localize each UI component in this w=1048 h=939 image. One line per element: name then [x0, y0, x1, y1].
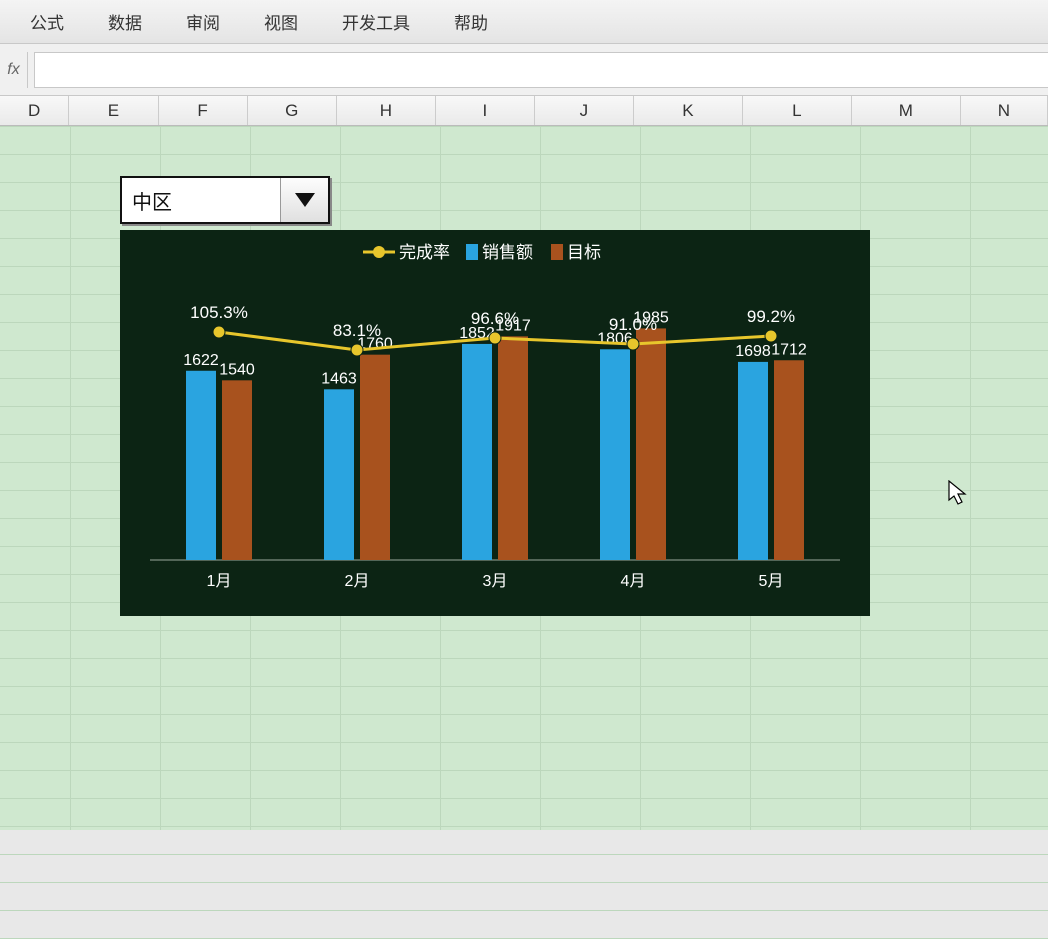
svg-text:5月: 5月: [759, 573, 784, 590]
region-dropdown-value: 中区: [122, 186, 280, 215]
svg-text:91.0%: 91.0%: [609, 315, 657, 334]
column-header-F[interactable]: F: [159, 96, 248, 125]
column-header-M[interactable]: M: [852, 96, 961, 125]
svg-text:1622: 1622: [183, 352, 219, 369]
formula-bar: fx: [0, 44, 1048, 96]
svg-text:2月: 2月: [345, 573, 370, 590]
column-header-J[interactable]: J: [535, 96, 634, 125]
menu-item-formula[interactable]: 公式: [30, 9, 64, 34]
svg-text:目标: 目标: [567, 243, 601, 262]
column-header-I[interactable]: I: [436, 96, 535, 125]
svg-text:1540: 1540: [219, 361, 255, 378]
column-header-L[interactable]: L: [743, 96, 852, 125]
column-header-G[interactable]: G: [248, 96, 337, 125]
menu-item-review[interactable]: 审阅: [186, 9, 220, 34]
svg-text:1463: 1463: [321, 370, 357, 387]
menu-item-view[interactable]: 视图: [264, 9, 298, 34]
sales-chart[interactable]: 完成率销售额目标162215401月146317602月185219173月18…: [120, 230, 870, 616]
svg-text:销售额: 销售额: [482, 243, 533, 262]
svg-text:99.2%: 99.2%: [747, 307, 795, 326]
column-header-K[interactable]: K: [634, 96, 743, 125]
column-header-N[interactable]: N: [961, 96, 1048, 125]
region-dropdown[interactable]: 中区: [120, 176, 330, 224]
column-header-E[interactable]: E: [69, 96, 158, 125]
menu-item-data[interactable]: 数据: [108, 9, 142, 34]
chevron-down-icon: [295, 193, 315, 207]
dropdown-button[interactable]: [280, 178, 328, 222]
menu-bar: 公式 数据 审阅 视图 开发工具 帮助: [0, 0, 1048, 44]
formula-input[interactable]: [34, 52, 1048, 88]
menu-item-help[interactable]: 帮助: [454, 9, 488, 34]
column-header-D[interactable]: D: [0, 96, 69, 125]
svg-text:105.3%: 105.3%: [190, 303, 248, 322]
fx-label: fx: [0, 52, 28, 88]
svg-text:完成率: 完成率: [399, 243, 450, 262]
spreadsheet-grid[interactable]: 中区 完成率销售额目标162215401月146317602月185219173…: [0, 126, 1048, 830]
svg-text:96.6%: 96.6%: [471, 309, 519, 328]
svg-text:1698: 1698: [735, 343, 771, 360]
svg-text:4月: 4月: [621, 573, 646, 590]
menu-item-devtools[interactable]: 开发工具: [342, 9, 410, 34]
svg-text:83.1%: 83.1%: [333, 321, 381, 340]
column-header-H[interactable]: H: [337, 96, 436, 125]
svg-text:1712: 1712: [771, 341, 807, 358]
svg-text:3月: 3月: [483, 573, 508, 590]
column-headers: DEFGHIJKLMN: [0, 96, 1048, 126]
svg-text:1月: 1月: [207, 573, 232, 590]
